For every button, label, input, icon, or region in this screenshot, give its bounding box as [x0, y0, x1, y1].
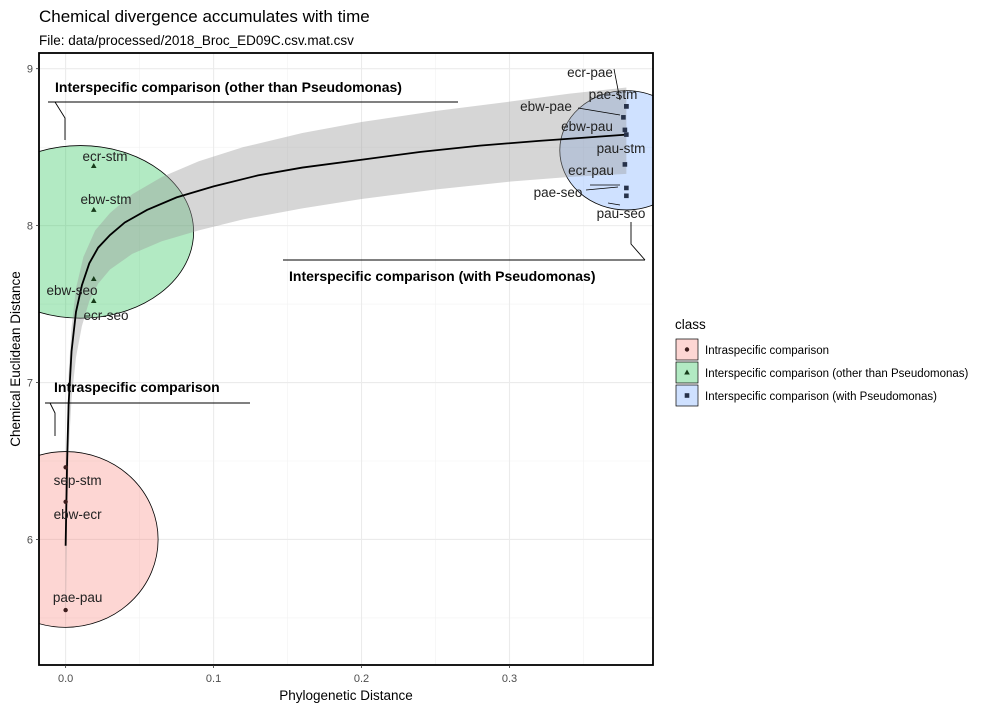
label-connector — [613, 68, 621, 101]
legend-title: class — [675, 317, 706, 332]
point-label: ebw-ecr — [54, 507, 103, 522]
plot-content — [39, 87, 653, 631]
data-point — [622, 127, 628, 133]
plot-area: sep-stm ebw-ecr pae-pau ecr-stm ebw-stm ebw-s… — [27, 52, 654, 685]
group-label: Intraspecific comparison — [54, 379, 220, 395]
data-point — [684, 393, 690, 398]
fit-line — [64, 133, 627, 546]
confidence-band — [65, 87, 627, 631]
chart-subtitle: File: data/processed/2018_Broc_ED09C.csv… — [39, 33, 354, 48]
y-tick-label: 6 — [27, 534, 33, 546]
y-tick-label: 8 — [27, 221, 33, 233]
data-point — [622, 162, 628, 167]
group-label: Interspecific comparison (with Pseudomon… — [289, 268, 596, 284]
x-tick-label: 0.2 — [354, 673, 369, 685]
data-point — [90, 162, 97, 168]
data-point — [624, 104, 629, 109]
data-point — [90, 275, 97, 281]
grid — [39, 53, 653, 665]
data-point — [90, 297, 97, 303]
point-label: ecr-stm — [83, 149, 128, 164]
point-label: ebw-pae — [520, 99, 572, 114]
point-label: ecr-pau — [568, 163, 614, 178]
y-axis-title: Chemical Euclidean Distance — [8, 271, 23, 447]
group-ellipse — [39, 145, 194, 319]
data-point — [90, 206, 97, 212]
data-point — [63, 499, 68, 504]
point-label: pae-stm — [589, 87, 638, 102]
point-label: ecr-seo — [83, 308, 128, 323]
point-label: pae-pau — [53, 590, 103, 605]
x-tick-label: 0.3 — [502, 673, 517, 685]
point-label: ebw-seo — [46, 283, 97, 298]
point-label: pae-seo — [534, 185, 583, 200]
legend: class Intraspecific comparison Interspeci… — [675, 317, 969, 407]
group-label-leader — [630, 222, 646, 261]
label-connector — [577, 107, 621, 116]
point-label: sep-stm — [54, 473, 102, 488]
group-label-leader — [54, 101, 66, 140]
data-point — [63, 607, 68, 613]
data-point — [621, 115, 626, 120]
data-point — [624, 185, 629, 191]
point-label: pau-seo — [597, 206, 646, 221]
data-point — [684, 347, 690, 352]
data-point — [63, 465, 68, 470]
legend-label: Interspecific comparison (other than Pse… — [705, 368, 969, 380]
group-ellipse — [39, 451, 159, 628]
group-ellipse — [559, 90, 653, 211]
label-connector — [607, 202, 621, 206]
point-label: ebw-stm — [80, 192, 131, 207]
y-tick-label: 9 — [27, 64, 33, 76]
data-point — [624, 193, 629, 199]
legend-label: Interspecific comparison (with Pseudomon… — [705, 391, 937, 403]
x-axis-title: Phylogenetic Distance — [279, 688, 413, 703]
point-label: ebw-pau — [561, 119, 613, 134]
group-label-leader — [49, 402, 56, 436]
label-connector — [585, 186, 619, 191]
x-tick-label: 0.1 — [206, 673, 221, 685]
point-label: ecr-pae — [567, 65, 613, 80]
data-point — [624, 132, 629, 137]
point-label: pau-stm — [597, 141, 646, 156]
x-tick-label: 0.0 — [58, 673, 73, 685]
legend-label: Intraspecific comparison — [705, 345, 829, 357]
group-label: Interspecific comparison (other than Pse… — [55, 79, 402, 95]
data-point — [684, 369, 690, 375]
panel-border — [38, 52, 654, 666]
y-tick-label: 7 — [27, 378, 33, 390]
chart-title: Chemical divergence accumulates with tim… — [39, 7, 370, 26]
